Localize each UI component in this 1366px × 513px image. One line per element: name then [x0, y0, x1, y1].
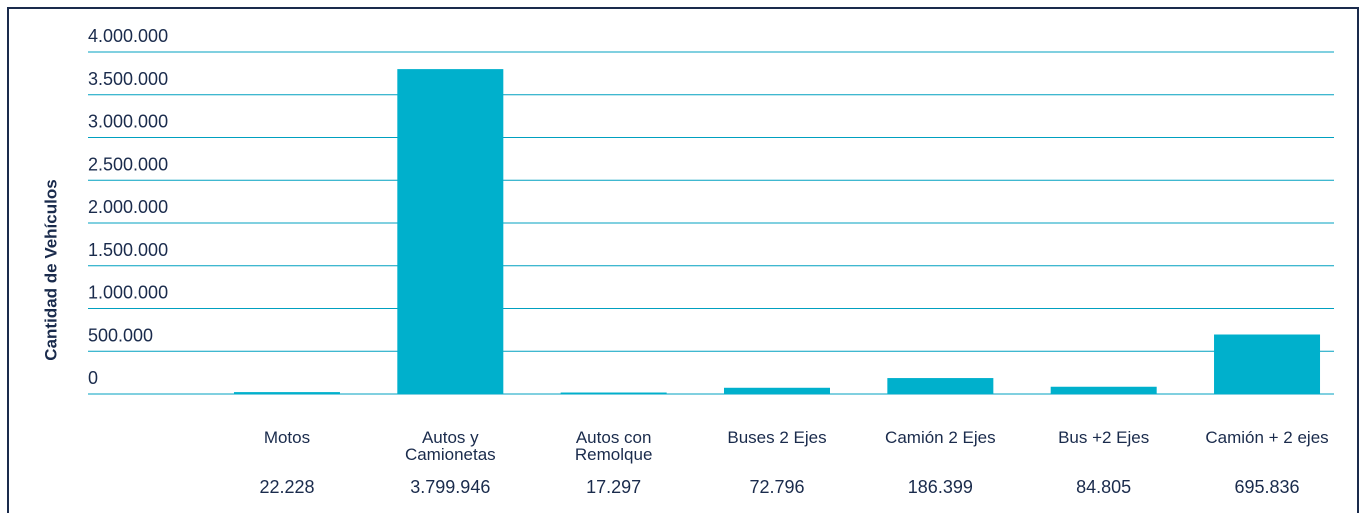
bar [397, 69, 504, 394]
x-tick-label: Bus +2 Ejes [1058, 428, 1150, 447]
value-label: 72.796 [749, 477, 805, 497]
value-label: 695.836 [1234, 477, 1300, 497]
y-tick-label: 1.500.000 [88, 240, 168, 260]
value-label: 17.297 [586, 477, 642, 497]
value-label: 186.399 [907, 477, 973, 497]
y-tick-label: 0 [88, 368, 98, 388]
x-tick-label: Camión 2 Ejes [885, 428, 996, 447]
bar [887, 378, 994, 394]
frame [7, 7, 1359, 513]
y-tick-label: 2.000.000 [88, 197, 168, 217]
x-tick-label: Autos con Remolque [574, 428, 653, 464]
x-tick-label: Buses 2 Ejes [727, 428, 827, 447]
bar [1050, 386, 1157, 394]
bar [724, 387, 830, 394]
y-tick-label: 500.000 [88, 325, 153, 345]
bar [1214, 334, 1321, 394]
y-tick-label: 3.000.000 [88, 112, 168, 132]
bar [233, 392, 340, 394]
x-tick-label: Camión + 2 ejes [1205, 428, 1329, 447]
y-tick-label: 3.500.000 [88, 69, 168, 89]
value-label: 3.799.946 [410, 477, 491, 497]
x-tick-label: Autos y Camionetas [404, 428, 496, 464]
y-tick-label: 2.500.000 [88, 154, 168, 174]
y-tick-label: 1.000.000 [88, 283, 168, 303]
value-label: 84.805 [1076, 477, 1132, 497]
value-label: 22.228 [259, 477, 315, 497]
bar [560, 392, 667, 394]
y-tick-label: 4.000.000 [88, 26, 168, 46]
y-axis-label: Cantidad de Vehículos [41, 179, 60, 360]
x-tick-label: Motos [263, 428, 311, 447]
